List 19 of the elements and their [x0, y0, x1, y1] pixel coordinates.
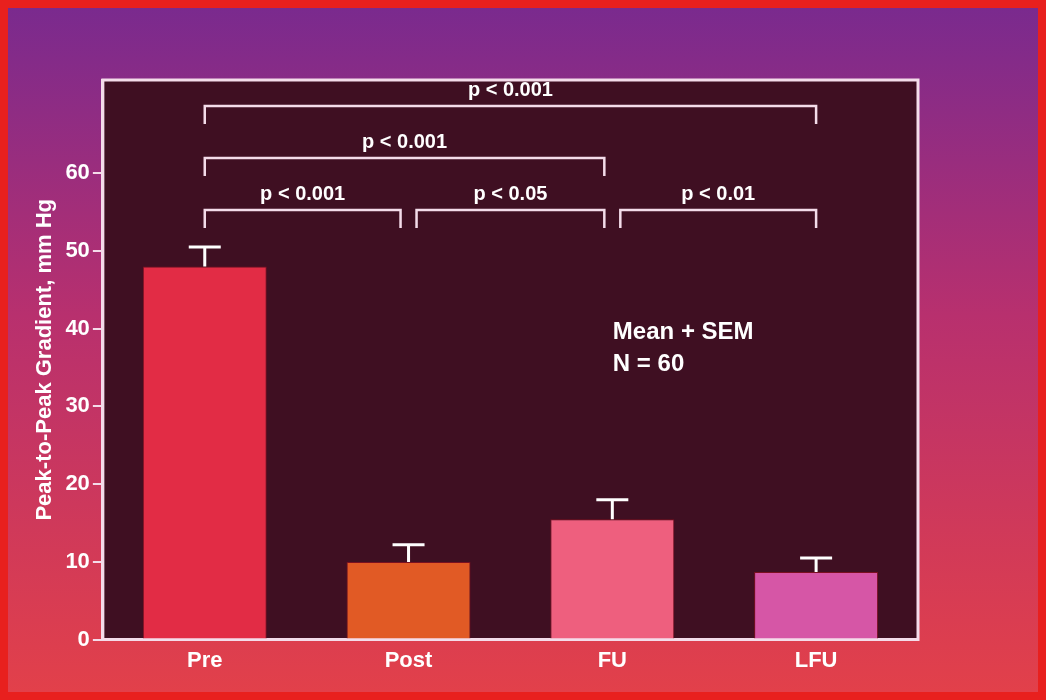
x-tick-label: FU	[597, 646, 627, 672]
annotation: p < 0.01	[681, 181, 756, 204]
annotation: p < 0.001	[260, 181, 346, 204]
annotation: p < 0.05	[473, 181, 548, 204]
annotation: p < 0.001	[362, 129, 448, 152]
y-tick-label: 30	[65, 392, 90, 418]
y-tick-label: 20	[65, 470, 90, 496]
y-tick-label: 60	[65, 159, 90, 185]
y-tick-label: 10	[65, 547, 90, 573]
y-tick-label: 40	[65, 314, 90, 340]
annotation: p < 0.001	[467, 77, 553, 100]
x-tick-label: LFU	[794, 646, 838, 672]
x-tick-label: Pre	[187, 646, 223, 672]
annotation: Mean + SEM	[612, 316, 754, 344]
x-tick-label: Post	[384, 646, 434, 672]
y-axis-title: Peak-to-Peak Gradient, mm Hg	[31, 199, 57, 521]
annotation: N = 60	[612, 348, 685, 376]
y-tick-label: 50	[65, 237, 90, 263]
y-tick-label: 0	[77, 625, 90, 651]
